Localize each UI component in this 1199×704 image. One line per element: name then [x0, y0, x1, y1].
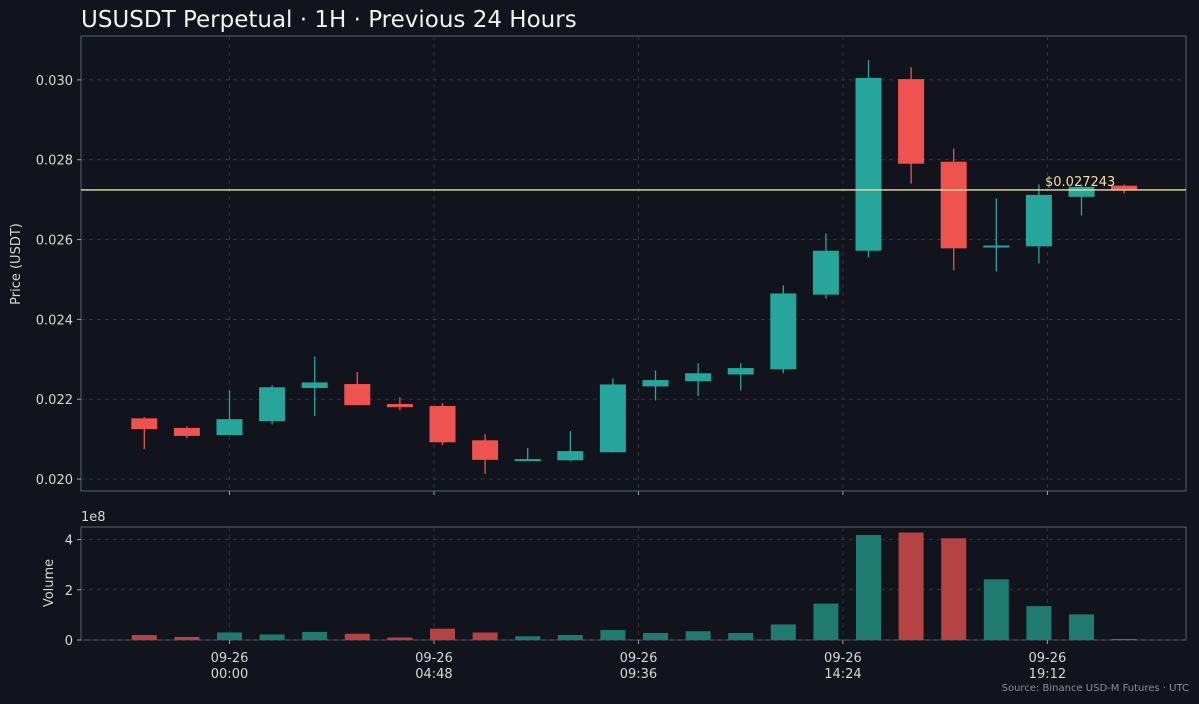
- price-tick-label: 0.028: [36, 154, 73, 169]
- volume-tick-label: 0: [65, 634, 73, 649]
- volume-bar: [983, 579, 1009, 640]
- candle-body: [770, 293, 797, 370]
- price-tick-label: 0.030: [36, 74, 73, 89]
- price-tick-label: 0.024: [36, 313, 73, 328]
- candle-body: [855, 77, 882, 251]
- candle-body: [642, 380, 669, 387]
- candle-body: [344, 384, 371, 406]
- time-tick-date: 09-26: [415, 651, 453, 666]
- time-tick-time: 04:48: [415, 667, 452, 682]
- price-tick-label: 0.022: [36, 393, 73, 408]
- volume-bar: [685, 631, 711, 640]
- time-tick-time: 14:24: [824, 667, 861, 682]
- candle-body: [1111, 185, 1138, 191]
- volume-bar: [643, 632, 668, 640]
- volume-bar: [259, 634, 285, 640]
- time-tick-date: 09-26: [211, 651, 249, 666]
- volume-bar: [174, 636, 200, 640]
- candle-body: [599, 384, 626, 453]
- time-tick-time: 09:36: [620, 667, 657, 682]
- volume-bar: [770, 624, 796, 640]
- volume-bar: [131, 634, 157, 640]
- volume-scale-label: 1e8: [81, 510, 106, 525]
- candle-body: [1025, 194, 1052, 247]
- candle-body: [983, 245, 1010, 248]
- time-tick-time: 00:00: [211, 667, 248, 682]
- volume-tick-label: 4: [65, 534, 73, 549]
- candle-body: [386, 403, 413, 408]
- price-axis-label: Price (USDT): [9, 223, 24, 305]
- candle-body: [557, 451, 584, 461]
- volume-bar: [600, 629, 626, 640]
- candle-body: [301, 382, 328, 389]
- volume-bar: [557, 634, 583, 640]
- price-panel: [80, 35, 1187, 492]
- volume-bar: [1026, 606, 1052, 640]
- candle-body: [216, 419, 243, 436]
- candle-body: [940, 161, 967, 249]
- candle-body: [727, 368, 754, 375]
- volume-bar: [472, 632, 498, 640]
- volume-bar: [387, 637, 413, 640]
- candle-body: [685, 373, 712, 382]
- time-tick-time: 19:12: [1029, 667, 1066, 682]
- candle-body: [898, 79, 925, 164]
- volume-bar: [430, 628, 455, 640]
- volume-bar: [344, 633, 370, 640]
- volume-axis-label: Volume: [42, 559, 57, 607]
- volume-bar: [813, 603, 839, 640]
- volume-bar: [856, 535, 881, 640]
- candle-body: [173, 427, 200, 436]
- volume-bar: [1069, 614, 1094, 640]
- candle-body: [131, 418, 158, 430]
- volume-bar: [515, 636, 541, 640]
- volume-panel: [80, 526, 1187, 641]
- candle-body: [472, 440, 499, 460]
- candle-body: [1068, 186, 1095, 197]
- chart-title: USUSDT Perpetual · 1H · Previous 24 Hour…: [81, 7, 577, 33]
- last-price-label: $0.027243: [1045, 175, 1115, 190]
- price-tick-label: 0.020: [36, 473, 73, 488]
- candle-body: [514, 459, 541, 462]
- volume-bar: [898, 532, 924, 640]
- volume-bar: [941, 538, 967, 640]
- time-tick-date: 09-26: [620, 651, 658, 666]
- candle-body: [429, 405, 456, 443]
- time-tick-date: 09-26: [824, 651, 862, 666]
- volume-bar: [302, 631, 328, 640]
- price-tick-label: 0.026: [36, 234, 73, 249]
- volume-bar: [728, 632, 754, 640]
- volume-bar: [1111, 638, 1137, 640]
- time-tick-date: 09-26: [1029, 651, 1067, 666]
- volume-bar: [217, 632, 242, 640]
- volume-tick-label: 2: [65, 584, 73, 599]
- source-note: Source: Binance USD-M Futures · UTC: [1002, 683, 1189, 694]
- candle-body: [259, 387, 286, 422]
- candle-body: [812, 250, 839, 295]
